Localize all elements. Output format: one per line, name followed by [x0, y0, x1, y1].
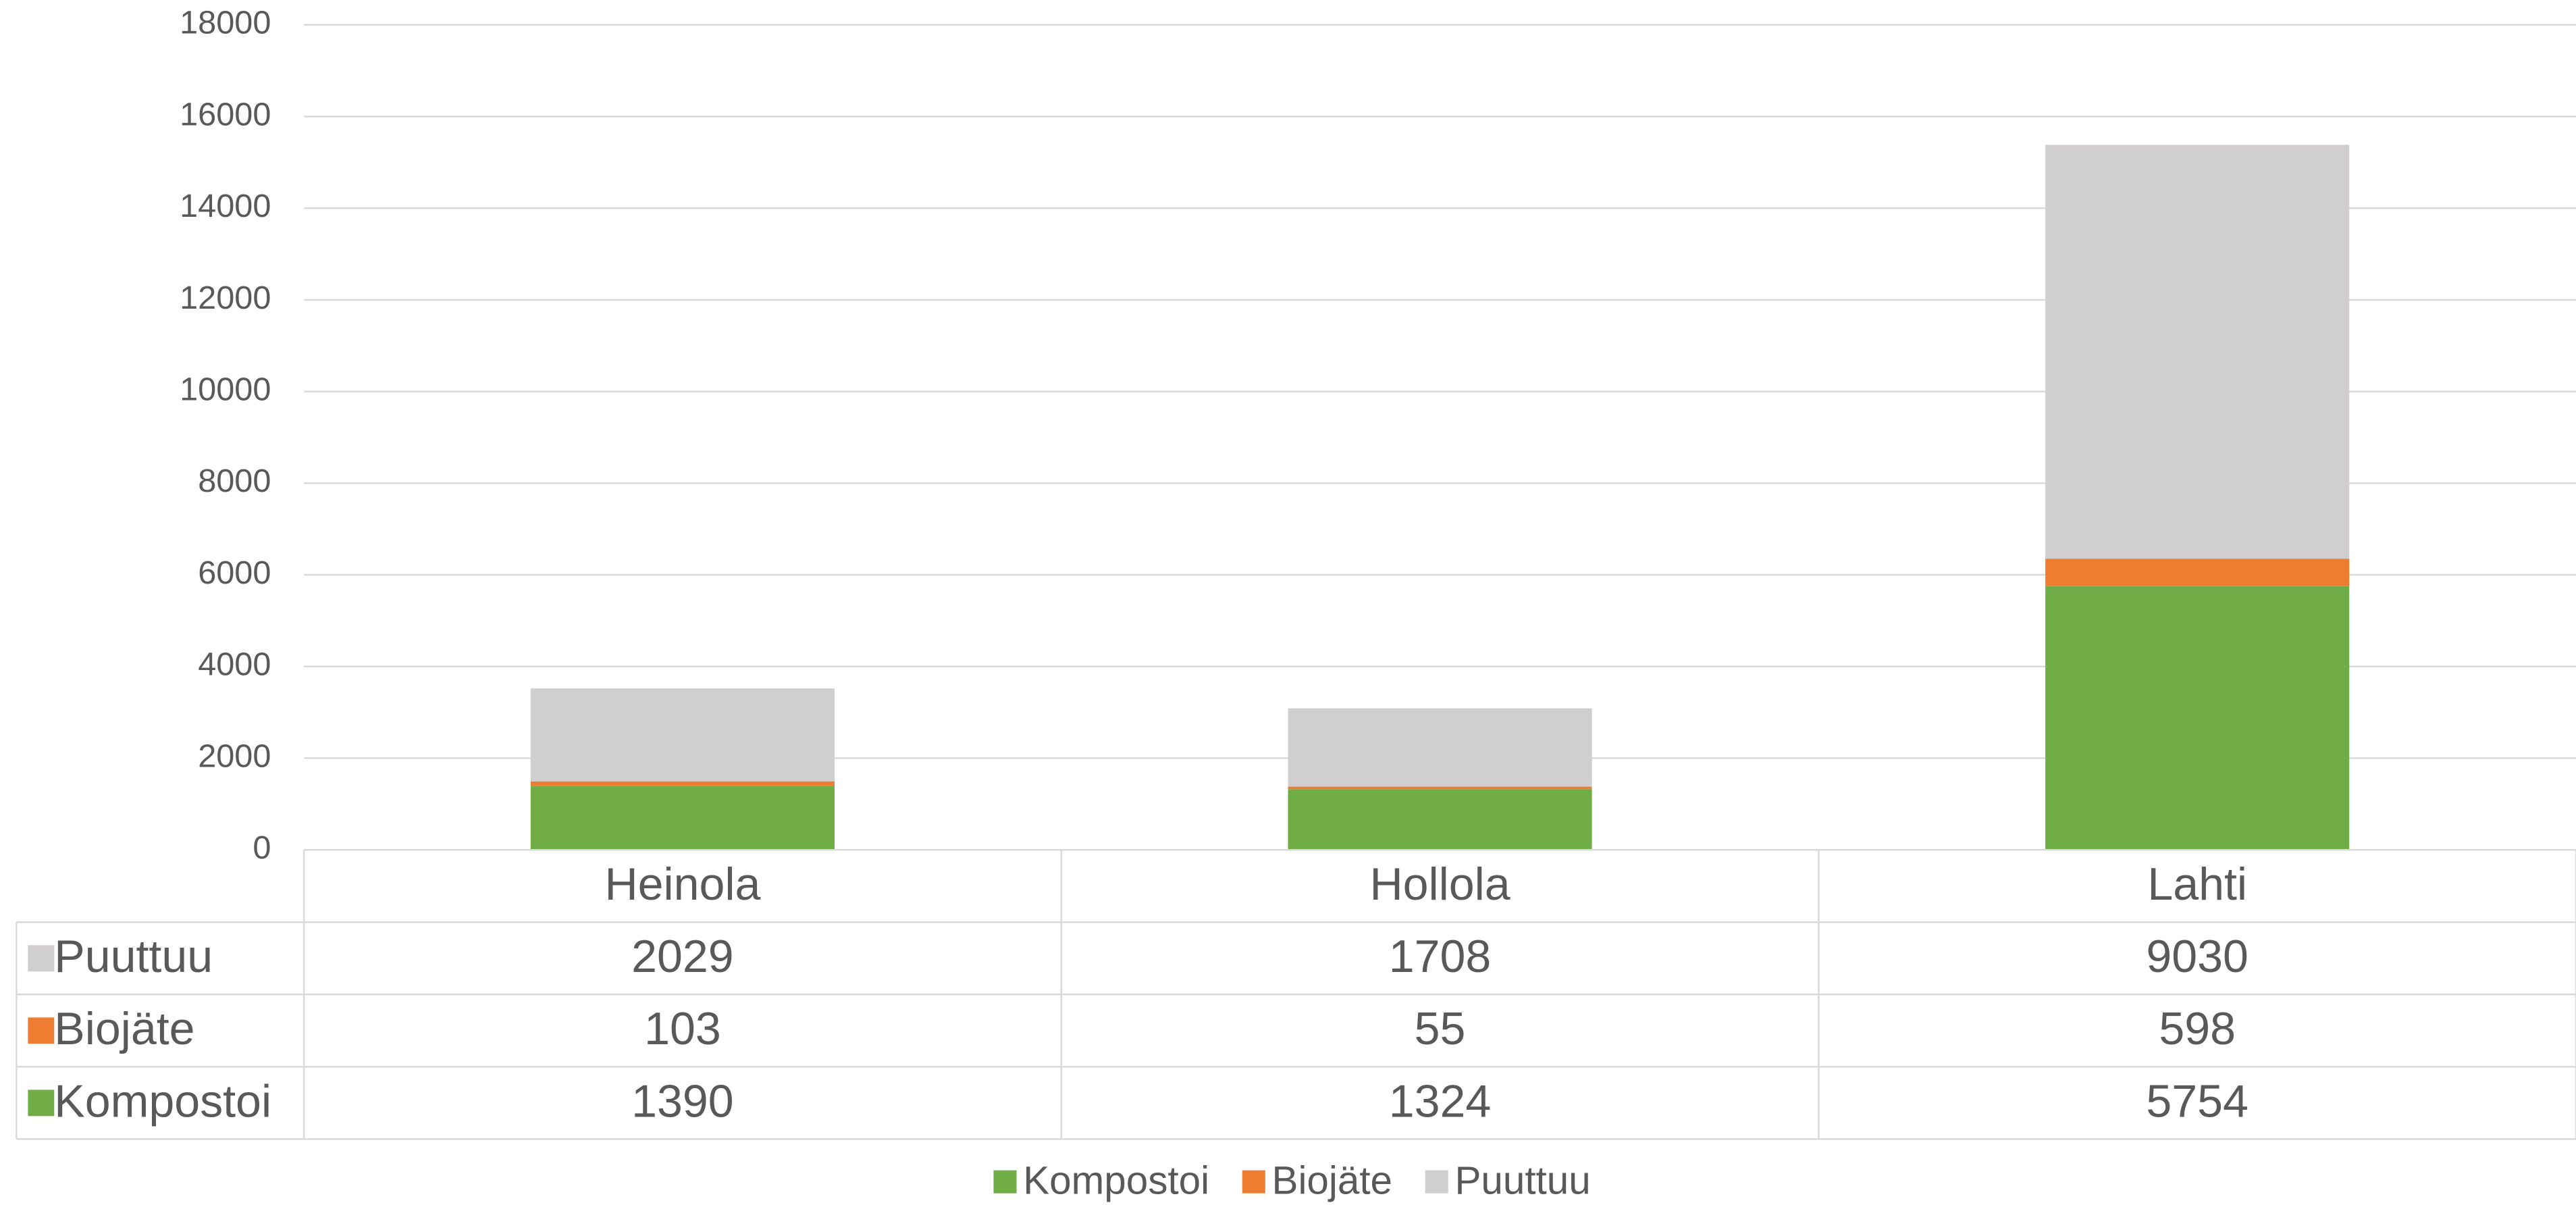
legend-key [993, 1170, 1017, 1194]
bar-segment [2045, 559, 2350, 586]
bar-segment [530, 786, 835, 850]
bar-segment [530, 688, 835, 781]
legend-label: Puuttuu [1454, 1159, 1590, 1203]
table-legend-key [28, 1089, 55, 1117]
y-tick-label: 2000 [198, 738, 271, 774]
y-tick-label: 4000 [198, 646, 271, 683]
table-value: 55 [1415, 1003, 1466, 1054]
table-legend-key [28, 945, 55, 972]
table-value: 1324 [1389, 1075, 1492, 1127]
y-tick-label: 12000 [180, 280, 271, 316]
y-tick-label: 14000 [180, 188, 271, 224]
bar-segment [1288, 789, 1592, 850]
table-value: 103 [644, 1003, 721, 1054]
legend-label: Biojäte [1272, 1159, 1392, 1203]
x-tick-label: Heinola [604, 858, 760, 910]
x-tick-label: Hollola [1369, 858, 1510, 910]
bar-segment [2045, 145, 2350, 559]
legend-key [1242, 1170, 1265, 1194]
bar-segment [2045, 586, 2350, 850]
legend-key [1425, 1170, 1448, 1194]
table-value: 2029 [631, 931, 734, 982]
y-tick-label: 16000 [180, 96, 271, 132]
y-tick-label: 10000 [180, 371, 271, 407]
table-value: 1708 [1389, 931, 1492, 982]
table-value: 1390 [631, 1075, 734, 1127]
table-row-label: Puuttuu [54, 931, 213, 982]
x-tick-label: Lahti [2147, 858, 2247, 910]
legend-label: Kompostoi [1023, 1159, 1209, 1203]
table-legend-key [28, 1017, 55, 1044]
y-tick-label: 18000 [180, 5, 271, 41]
y-tick-label: 8000 [198, 463, 271, 499]
table-value: 5754 [2146, 1075, 2249, 1127]
table-value: 598 [2159, 1003, 2236, 1054]
bar-segment [1288, 708, 1592, 787]
table-value: 9030 [2146, 931, 2249, 982]
y-tick-label: 0 [253, 829, 271, 866]
bar-segment [1288, 786, 1592, 790]
bar-segment [530, 781, 835, 786]
table-row-label: Kompostoi [54, 1075, 271, 1127]
y-tick-label: 6000 [198, 555, 271, 591]
table-row-label: Biojäte [54, 1003, 194, 1054]
